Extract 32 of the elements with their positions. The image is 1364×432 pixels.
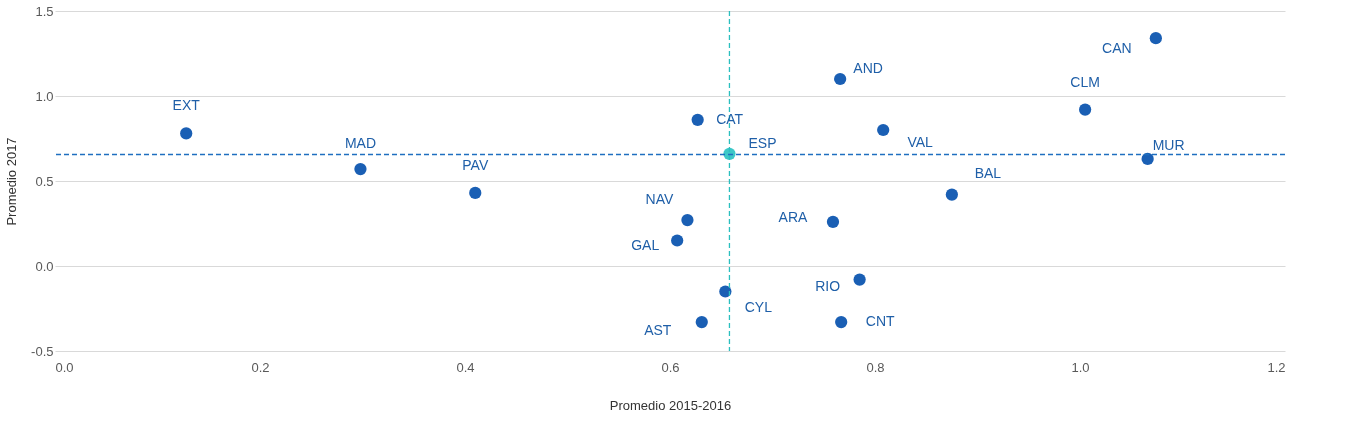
y-tick-label: 1.5: [35, 3, 54, 19]
data-label: VAL: [907, 134, 934, 150]
x-axis-title: Promedio 2015-2016: [609, 397, 732, 413]
y-tick-label: 1.0: [35, 88, 54, 104]
data-label: CYL: [744, 298, 773, 315]
data-label: AND: [853, 60, 883, 76]
x-tick-label: 0.2: [251, 359, 270, 375]
y-tick-label: 0.0: [35, 258, 54, 274]
data-label: GAL: [631, 236, 660, 253]
data-label: NAV: [645, 191, 674, 208]
data-label: AST: [644, 322, 672, 339]
data-label: MAD: [344, 135, 377, 152]
data-label: CAT: [716, 110, 744, 127]
x-tick-label: 0.6: [661, 359, 680, 375]
data-label: BAL: [974, 164, 1002, 181]
y-tick-label: -0.5: [31, 343, 54, 359]
x-tick-label: 0.8: [866, 359, 885, 375]
data-label: CNT: [865, 313, 896, 330]
data-label: CAN: [1102, 40, 1132, 57]
data-label: MUR: [1152, 136, 1185, 153]
x-tick-label: 0.0: [55, 359, 74, 375]
data-label: ARA: [778, 208, 809, 225]
data-label: CLM: [1070, 73, 1100, 90]
y-tick-label: 0.5: [35, 173, 54, 189]
x-tick-label: 1.2: [1267, 359, 1286, 375]
data-label: RIO: [815, 277, 841, 294]
data-label: ESP: [748, 134, 777, 151]
data-label: PAV: [462, 156, 489, 173]
x-tick-label: 0.4: [456, 359, 475, 375]
data-label: EXT: [172, 97, 201, 114]
x-tick-label: 1.0: [1071, 359, 1090, 375]
y-axis-title: Promedio 2017: [4, 137, 20, 226]
